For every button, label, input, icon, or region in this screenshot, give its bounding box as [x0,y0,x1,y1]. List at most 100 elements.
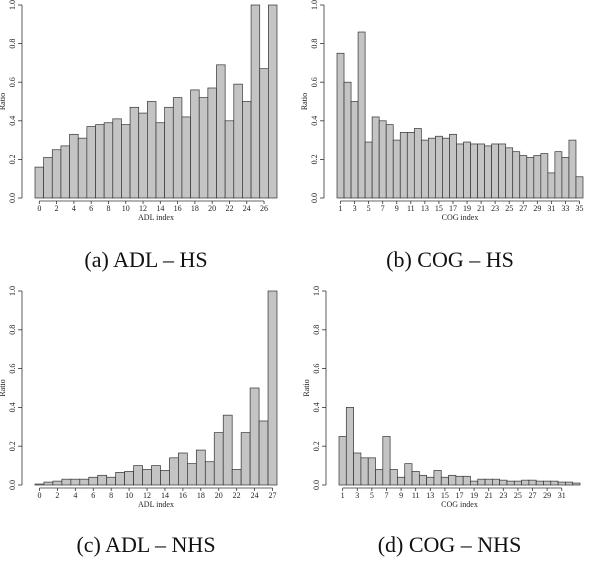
bar [533,155,542,199]
bar [242,101,252,199]
x-tick-label: 12 [143,491,151,500]
bar [240,432,251,486]
x-tick-label: 18 [191,204,199,213]
bar [557,481,566,486]
x-tick-label: 1 [341,491,345,500]
bar [382,436,391,486]
bar [34,483,45,486]
bar [364,141,373,199]
x-tick-label: 2 [55,491,59,500]
x-tick-label: 33 [561,204,569,213]
x-tick-label: 9 [399,491,403,500]
x-tick-label: 23 [491,204,499,213]
bar [572,482,581,486]
bar [491,143,500,199]
bar [462,475,471,486]
bar [97,474,108,486]
x-tick-label: 27 [519,204,527,213]
x-tick-label: 24 [251,491,259,500]
x-tick-label: 19 [463,204,471,213]
bar [378,120,387,199]
bar [60,145,70,199]
x-tick-label: 29 [543,491,551,500]
bar [133,465,143,486]
x-tick-label: 25 [514,491,522,500]
x-tick-label: 20 [215,491,223,500]
bar [492,478,501,486]
y-axis-label: Ratio [302,379,311,396]
x-tick-label: 3 [353,204,357,213]
bar [52,480,63,486]
x-tick-label: 13 [421,204,429,213]
bar [484,145,492,199]
bar [350,101,359,199]
bar [169,457,179,486]
bar [535,480,544,486]
x-tick-label: 1 [339,204,343,213]
x-tick-label: 17 [449,204,457,213]
bar [95,124,105,199]
bar [70,478,81,486]
x-tick-label: 8 [109,491,113,500]
bar [259,68,269,199]
bar [343,81,352,199]
y-tick-label: 0.0 [310,193,319,203]
y-tick-label: 0.6 [8,77,17,87]
bar [442,137,450,199]
y-tick-label: 1.0 [310,0,319,10]
bar [385,124,394,199]
y-axis-label: Ratio [0,379,7,396]
x-tick-label: 17 [456,491,464,500]
bar [106,476,117,486]
bar [392,139,401,199]
y-axis-label: Ratio [300,93,309,110]
x-axis-label: ADL index [138,500,174,509]
bar [204,461,215,486]
bar [207,87,217,199]
y-tick-label: 0.2 [8,154,17,164]
x-axis-label: COG index [441,500,478,509]
bar [198,97,209,199]
bar [187,463,197,486]
x-tick-label: 15 [435,204,443,213]
bar [375,469,384,486]
bar [178,452,188,486]
bar [456,143,464,199]
bar [550,480,559,486]
x-tick-label: 4 [73,491,77,500]
bar [428,137,436,199]
x-tick-label: 5 [370,491,374,500]
bar [389,469,398,486]
y-tick-label: 0.0 [8,480,17,490]
bar [233,83,243,199]
bar [103,122,114,199]
x-tick-label: 16 [179,491,187,500]
y-tick-label: 0.6 [8,364,17,374]
y-tick-label: 0.0 [312,480,321,490]
bar [155,122,165,199]
bar [43,157,53,199]
y-axis-label: Ratio [0,93,7,110]
bar [411,471,420,486]
bar [151,465,161,486]
bar [268,4,278,199]
x-tick-label: 14 [156,204,164,213]
x-tick-label: 18 [197,491,205,500]
x-tick-label: 11 [407,204,415,213]
y-tick-label: 0.6 [310,77,319,87]
x-tick-label: 8 [106,204,110,213]
bar [124,471,134,486]
bar [397,476,406,486]
x-tick-label: 13 [426,491,434,500]
bar [513,480,522,486]
x-tick-label: 11 [412,491,420,500]
bar [160,470,170,486]
bar [172,97,183,199]
bar [115,472,125,486]
bar [138,112,148,199]
bar [561,157,570,199]
caption: (c) ADL – NHS [76,532,215,557]
bar [449,133,457,199]
x-tick-label: 7 [384,491,388,500]
bar [440,476,449,486]
